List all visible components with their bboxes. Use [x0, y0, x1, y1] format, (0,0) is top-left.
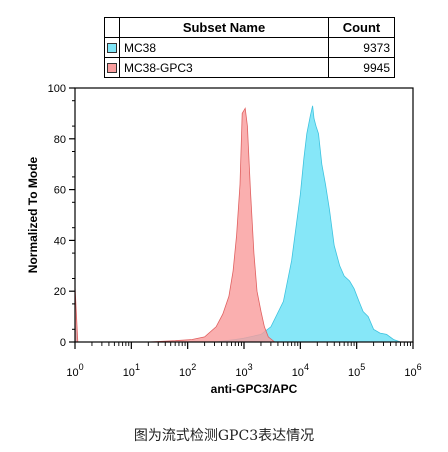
- x-tick-label: 106: [404, 362, 421, 379]
- legend-count: 9945: [328, 57, 395, 78]
- x-tick-label: 102: [179, 362, 196, 379]
- y-tick-label: 80: [54, 134, 66, 146]
- y-tick-label: 0: [60, 337, 66, 349]
- y-tick-label: 60: [54, 185, 66, 197]
- x-tick-label: 104: [292, 362, 309, 379]
- legend-table: Subset Name Count MC38 9373 MC38-GPC3 99…: [104, 17, 395, 78]
- legend-name: MC38-GPC3: [119, 57, 329, 78]
- y-axis-label: Normalized To Mode: [26, 156, 40, 273]
- legend-count: 9373: [328, 37, 395, 58]
- x-tick-label: 105: [348, 362, 365, 379]
- y-tick-label: 20: [54, 286, 66, 298]
- y-tick-label: 100: [48, 83, 66, 95]
- y-tick-label: 40: [54, 235, 66, 247]
- histogram-chart: 0 20 40 60 80 100 100 101 102 103 104 105 106 anti-GP…: [26, 83, 422, 396]
- x-tick-label: 101: [123, 362, 140, 379]
- figure-caption: 图为流式检测GPC3表达情况: [133, 428, 315, 444]
- legend-row: MC38-GPC3 9945: [104, 57, 395, 78]
- legend-row: MC38 9373: [104, 37, 395, 58]
- series-area-mc38-gpc3: [74, 107, 276, 343]
- x-tick-label: 103: [235, 362, 252, 379]
- series-area-mc38: [74, 105, 401, 343]
- legend-swatch: [107, 63, 117, 74]
- x-tick-label: 100: [66, 362, 83, 379]
- legend-swatch: [107, 43, 117, 54]
- x-axis-label: anti-GPC3/APC: [211, 382, 298, 396]
